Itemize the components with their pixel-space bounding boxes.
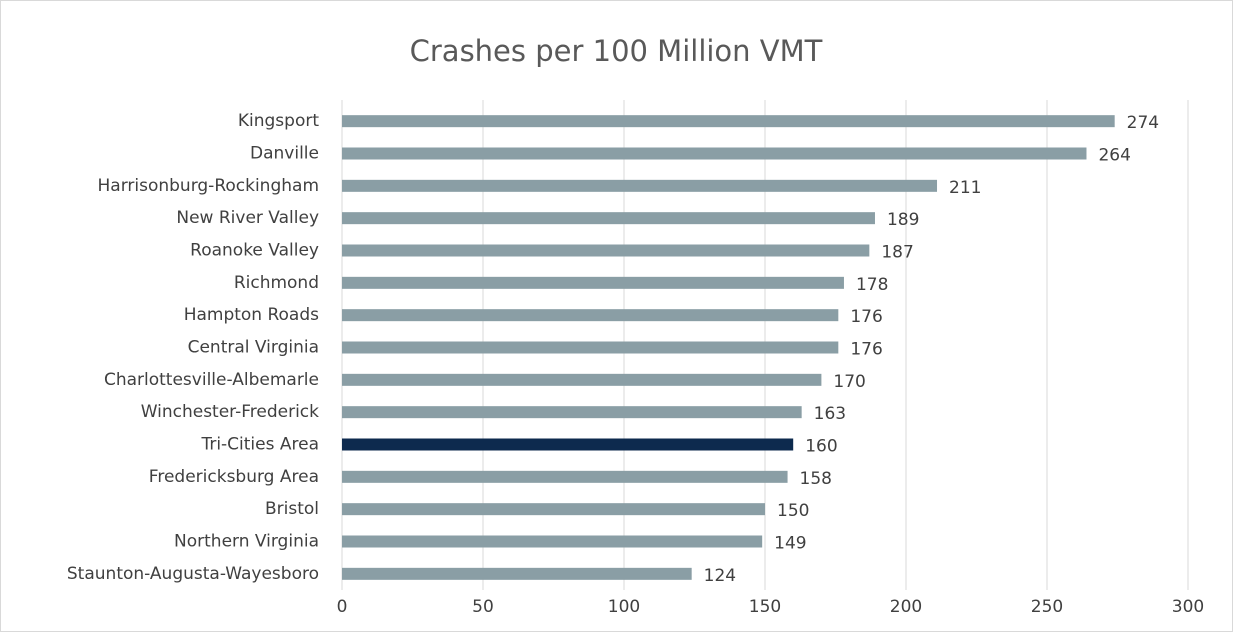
bar — [342, 567, 692, 580]
chart-title: Crashes per 100 Million VMT — [410, 34, 823, 68]
bar — [342, 470, 788, 483]
y-tick-label: Hampton Roads — [184, 305, 319, 325]
data-label: 170 — [833, 372, 865, 392]
bar — [342, 179, 938, 192]
data-label: 178 — [856, 275, 888, 295]
y-tick-label: Richmond — [234, 273, 319, 293]
x-tick-label: 300 — [1172, 597, 1204, 617]
data-label: 150 — [777, 501, 809, 521]
data-label: 211 — [949, 178, 981, 198]
y-tick-label: Central Virginia — [188, 338, 319, 358]
y-tick-label: Danville — [250, 144, 319, 164]
data-label: 176 — [850, 340, 882, 360]
bar — [342, 535, 763, 548]
y-tick-label: Kingsport — [238, 111, 319, 131]
x-tick-label: 250 — [1031, 597, 1063, 617]
data-label: 187 — [881, 243, 913, 263]
data-label: 158 — [800, 469, 832, 489]
y-tick-label: Bristol — [265, 499, 319, 519]
data-label: 189 — [887, 210, 919, 230]
x-tick-label: 200 — [890, 597, 922, 617]
data-label: 176 — [850, 307, 882, 327]
x-tick-label: 100 — [608, 597, 640, 617]
bar — [342, 212, 875, 225]
bar — [342, 373, 822, 386]
data-label: 160 — [805, 437, 837, 457]
bar — [342, 147, 1087, 160]
y-tick-label: Tri-Cities Area — [200, 435, 319, 455]
x-tick-label: 50 — [472, 597, 494, 617]
x-tick-label: 150 — [749, 597, 781, 617]
y-tick-label: Fredericksburg Area — [149, 467, 319, 487]
x-tick-label: 0 — [337, 597, 348, 617]
bar — [342, 341, 839, 354]
y-tick-label: New River Valley — [176, 208, 319, 228]
bar — [342, 406, 802, 419]
y-tick-label: Northern Virginia — [174, 532, 319, 552]
bar — [342, 244, 870, 257]
y-tick-label: Harrisonburg-Rockingham — [98, 176, 320, 196]
y-tick-label: Charlottesville-Albemarle — [104, 370, 319, 390]
data-label: 274 — [1127, 113, 1159, 133]
y-tick-label: Roanoke Valley — [190, 241, 319, 261]
data-label: 149 — [774, 534, 806, 554]
bar — [342, 276, 844, 289]
bar — [342, 438, 794, 451]
y-tick-label: Winchester-Frederick — [141, 402, 319, 422]
bar — [342, 115, 1115, 128]
y-tick-label: Staunton-Augusta-Wayesboro — [67, 564, 319, 584]
bar — [342, 309, 839, 322]
data-label: 163 — [814, 404, 846, 424]
bar — [342, 503, 765, 516]
data-label: 264 — [1098, 146, 1130, 166]
data-label: 124 — [704, 566, 736, 586]
